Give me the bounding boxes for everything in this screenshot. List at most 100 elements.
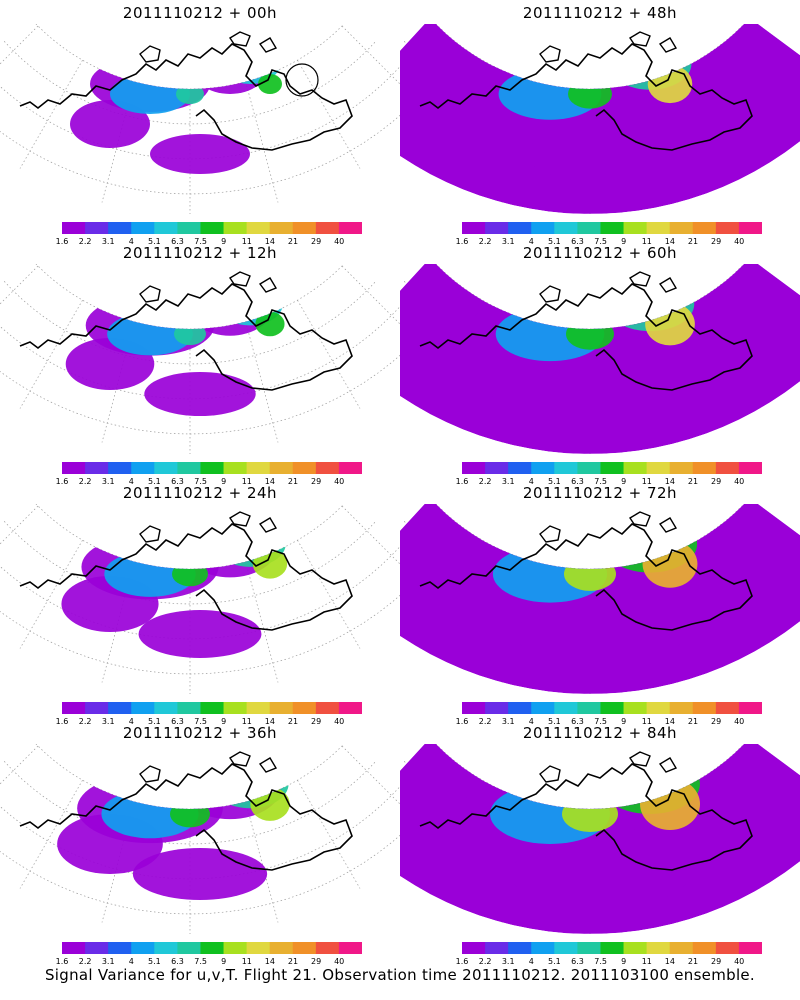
- variance-field: [400, 504, 800, 694]
- colorbar-swatch: [62, 462, 86, 474]
- colorbar-swatch: [669, 942, 694, 954]
- colorbar-tick-label: 21: [687, 237, 699, 246]
- colorbar-swatch: [177, 462, 201, 474]
- colorbar-swatch: [669, 222, 694, 234]
- colorbar-tick-label: 4: [128, 957, 134, 966]
- colorbar-swatch: [462, 702, 486, 714]
- longitude-line: [0, 25, 39, 65]
- variance-contour: [176, 84, 204, 104]
- colorbar-swatch: [338, 462, 362, 474]
- colorbar-tick-label: 2.2: [78, 717, 92, 726]
- colorbar-swatch: [692, 942, 717, 954]
- colorbar-swatch: [623, 942, 648, 954]
- colorbar-tick-label: 21: [687, 477, 699, 486]
- colorbar-swatch: [154, 942, 178, 954]
- colorbar-swatch: [315, 222, 340, 234]
- colorbar-swatch: [623, 222, 648, 234]
- colorbar-swatch: [62, 702, 86, 714]
- colorbar-swatch: [531, 462, 555, 474]
- colorbar-tick-label: 29: [311, 477, 322, 486]
- colorbar-tick-label: 1.6: [55, 237, 69, 246]
- colorbar-tick-label: 9: [621, 717, 627, 726]
- colorbar-swatch: [692, 702, 717, 714]
- figure-caption: Signal Variance for u,v,T. Flight 21. Ob…: [44, 966, 756, 984]
- longitude-line: [19, 300, 83, 409]
- colorbar-swatch: [692, 222, 717, 234]
- panel-12h: 2011110212 + 12h 1.6 2.2 3.1 4 5.1 6.3 7.5 9 11 1…: [0, 240, 400, 486]
- colorbar-swatch: [131, 942, 155, 954]
- colorbar-tick-label: 4: [528, 477, 534, 486]
- colorbar-swatch: [200, 702, 225, 714]
- colorbar-tick-label: 40: [734, 957, 745, 966]
- colorbar-tick-label: 1.6: [455, 237, 469, 246]
- island-outline: [139, 751, 278, 783]
- coastline: [19, 283, 353, 391]
- colorbar-tick-label: 21: [687, 717, 699, 726]
- colorbar-tick-label: 9: [221, 957, 227, 966]
- colorbar-swatch: [269, 462, 294, 474]
- panel-24h: 2011110212 + 24h 1.6 2.2 3.1 4 5.1 6.3 7.5 9 11 1…: [0, 480, 400, 726]
- panel-title: 2011110212 + 36h: [122, 724, 278, 742]
- colorbar-tick-label: 11: [241, 237, 252, 246]
- colorbar-tick-label: 29: [311, 717, 322, 726]
- colorbar-swatch: [600, 462, 625, 474]
- colorbar-swatch: [269, 702, 294, 714]
- colorbar-swatch: [269, 942, 294, 954]
- colorbar-tick-label: 5.1: [548, 957, 561, 966]
- colorbar-tick-label: 7.5: [594, 237, 607, 246]
- colorbar-labels: 1.6 2.2 3.1 4 5.1 6.3 7.5 9 11 14 21 29 40: [454, 477, 764, 487]
- colorbar: [462, 942, 762, 954]
- colorbar: [462, 702, 762, 714]
- longitude-line: [19, 60, 83, 169]
- colorbar-labels: 1.6 2.2 3.1 4 5.1 6.3 7.5 9 11 14 21 29 40: [54, 957, 364, 967]
- colorbar-swatch: [85, 702, 109, 714]
- colorbar-swatch: [554, 462, 578, 474]
- colorbar-swatch: [108, 702, 132, 714]
- colorbar-tick-label: 11: [241, 957, 252, 966]
- panel-36h: 2011110212 + 36h 1.6 2.2 3.1 4 5.1 6.3 7.5 9 11 1…: [0, 720, 400, 966]
- colorbar-swatch: [646, 702, 671, 714]
- colorbar-labels: 1.6 2.2 3.1 4 5.1 6.3 7.5 9 11 14 21 29 40: [454, 957, 764, 967]
- latitude-line: [35, 504, 345, 570]
- colorbar-tick-label: 11: [641, 717, 652, 726]
- variance-contour: [527, 126, 673, 182]
- colorbar-swatch: [485, 462, 509, 474]
- colorbar: [62, 222, 362, 234]
- colorbar-tick-label: 14: [264, 237, 275, 246]
- colorbar-swatch: [462, 462, 486, 474]
- variance-contour: [562, 796, 618, 832]
- colorbar-tick-label: 29: [311, 957, 322, 966]
- coastline: [419, 763, 753, 871]
- colorbar: [462, 222, 762, 234]
- colorbar-swatch: [108, 942, 132, 954]
- colorbar-tick-label: 40: [334, 477, 345, 486]
- coastline: [19, 763, 353, 871]
- colorbar-tick-label: 7.5: [594, 717, 607, 726]
- colorbar-tick-label: 1.6: [455, 957, 469, 966]
- colorbar-swatch: [62, 942, 86, 954]
- colorbar-tick-label: 14: [264, 477, 275, 486]
- colorbar-tick-label: 9: [621, 477, 627, 486]
- colorbar-swatch: [692, 462, 717, 474]
- colorbar-swatch: [531, 222, 555, 234]
- colorbar-swatch: [131, 222, 155, 234]
- longitude-line: [245, 321, 279, 443]
- colorbar-tick-label: 11: [641, 957, 652, 966]
- variance-contour: [70, 100, 150, 148]
- colorbar-tick-label: 40: [734, 237, 745, 246]
- colorbar-tick-label: 1.6: [55, 717, 69, 726]
- colorbar-labels: 1.6 2.2 3.1 4 5.1 6.3 7.5 9 11 14 21 29 40: [54, 237, 364, 247]
- colorbar-tick-label: 7.5: [194, 717, 207, 726]
- variance-contour: [150, 134, 250, 174]
- colorbar-tick-label: 9: [221, 477, 227, 486]
- colorbar-swatch: [246, 462, 271, 474]
- colorbar-tick-label: 3.1: [501, 477, 515, 486]
- variance-map: [400, 264, 800, 454]
- colorbar-swatch: [508, 702, 532, 714]
- colorbar-swatch: [600, 222, 625, 234]
- colorbar-tick-label: 14: [264, 717, 275, 726]
- colorbar-tick-label: 7.5: [594, 477, 607, 486]
- colorbar-swatch: [554, 942, 578, 954]
- colorbar-tick-label: 40: [734, 717, 745, 726]
- colorbar-swatch: [577, 222, 601, 234]
